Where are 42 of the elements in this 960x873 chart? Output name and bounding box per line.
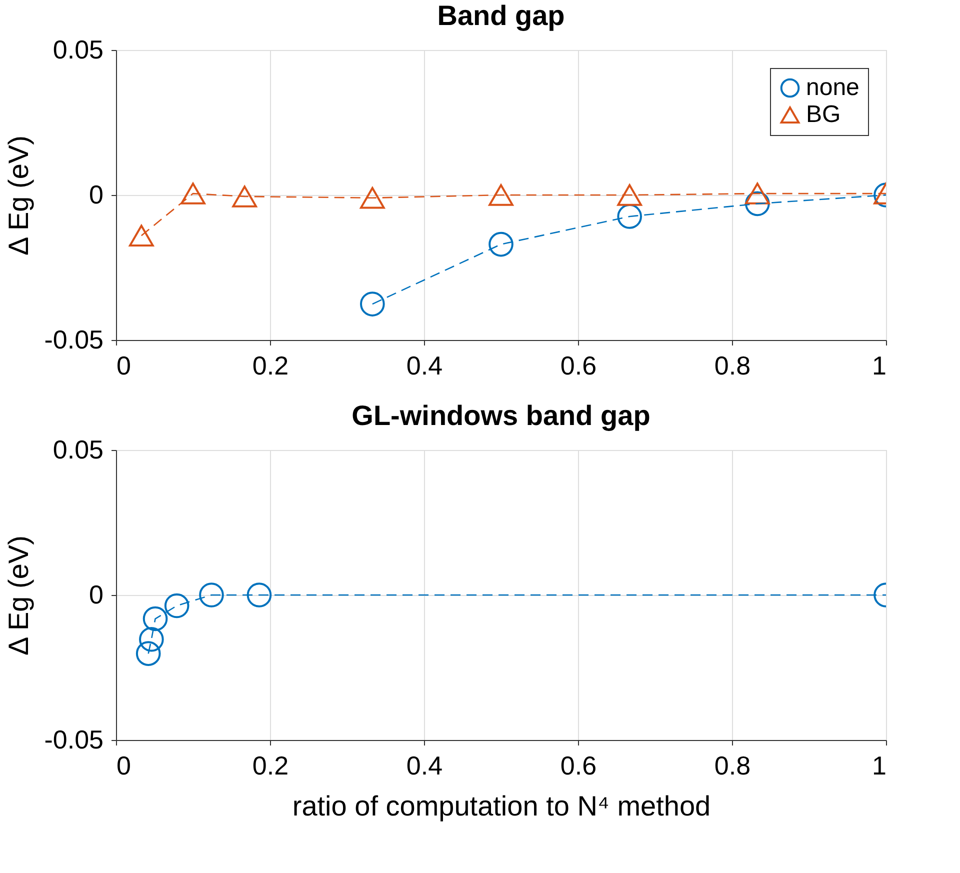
- point: [360, 292, 385, 316]
- x-tick-label: 0: [116, 750, 131, 780]
- y-tick-label: 0.05: [52, 34, 104, 64]
- y-tick-label: -0.05: [44, 724, 104, 754]
- point: [488, 232, 514, 257]
- x-tick-label: 0.2: [252, 350, 289, 380]
- y-tick-label: 0: [89, 180, 104, 210]
- point: [180, 182, 206, 204]
- y-tick-label: -0.05: [44, 324, 104, 354]
- point: [232, 186, 257, 208]
- x-tick-label: 0: [116, 350, 131, 380]
- point: [745, 182, 770, 204]
- x-tick-label: 1: [872, 350, 886, 380]
- point: [617, 184, 642, 206]
- point: [164, 593, 190, 618]
- x-axis-title: ratio of computation to N⁴ method: [292, 790, 711, 822]
- x-tick-label: 0.6: [560, 350, 597, 380]
- point: [199, 582, 224, 608]
- x-tick-label: 0.2: [252, 750, 289, 780]
- point: [139, 626, 164, 652]
- x-tick-label: 0.6: [560, 750, 597, 780]
- point: [136, 641, 161, 666]
- legend-label: none: [806, 74, 860, 101]
- legend-label: BG: [806, 101, 841, 128]
- point: [360, 187, 385, 209]
- x-tick-label: 0.4: [406, 350, 443, 380]
- point: [246, 582, 272, 608]
- x-tick-label: 0.8: [714, 350, 751, 380]
- y-axis-title: Δ Eg (eV): [3, 536, 34, 656]
- point: [129, 224, 154, 246]
- x-tick-label: 1: [872, 750, 886, 780]
- x-tick-label: 0.4: [406, 750, 443, 780]
- y-tick-label: 0: [89, 580, 104, 610]
- point: [617, 204, 642, 229]
- y-tick-label: 0.05: [52, 434, 104, 464]
- chart-title: GL-windows band gap: [352, 400, 650, 431]
- point: [142, 606, 168, 632]
- point: [745, 191, 770, 216]
- point: [488, 184, 514, 206]
- y-axis-title: Δ Eg (eV): [3, 136, 34, 256]
- chart-title: Band gap: [437, 0, 565, 31]
- x-tick-label: 0.8: [714, 750, 751, 780]
